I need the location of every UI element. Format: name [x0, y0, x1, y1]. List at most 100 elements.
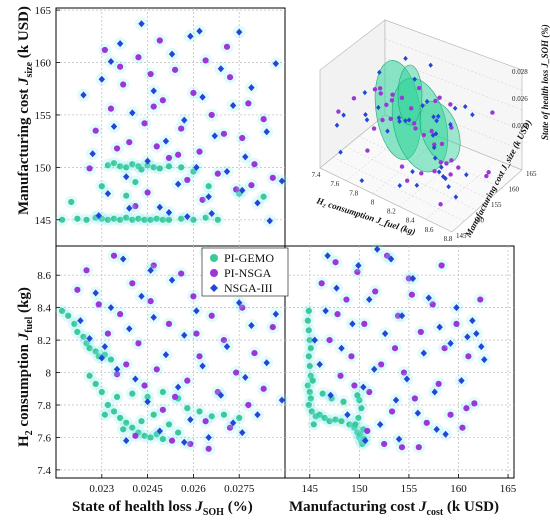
fuel_vs_soh-point-pi-nsga: [159, 406, 166, 413]
bottom-left-y-axis-label: H2 consumption Jfuel (kg): [16, 287, 35, 447]
size_vs_soh-point-pi-nsga: [153, 143, 160, 150]
size_vs_soh-ytick-label: 165: [35, 5, 52, 17]
legend: PI-GEMO PI-NSGA NSGA-III: [201, 247, 289, 297]
p3d-point-pi-nsga: [444, 161, 449, 166]
size_vs_soh-point-pi-gemo: [260, 193, 267, 200]
p3d-x-tick-label: 7.6: [330, 180, 339, 188]
fuel_vs_soh-point-pi-nsga: [110, 252, 118, 259]
fuel_vs_cost-point-pi-gemo: [355, 414, 362, 422]
size_vs_soh-point-pi-nsga: [202, 57, 209, 64]
fuel_vs_cost-point-pi-nsga: [372, 288, 379, 295]
size_vs_soh-point-nsga-iii: [239, 186, 246, 194]
fuel_vs_soh-ytick-label: 7.6: [37, 432, 51, 444]
fuel_vs_soh-point-nsga-iii: [254, 411, 261, 419]
fuel_vs_cost-point-pi-nsga: [366, 388, 373, 396]
p3d-point-pi-nsga: [378, 91, 383, 96]
fuel_vs_cost-point-pi-nsga: [415, 444, 422, 451]
size_vs_soh-point-pi-gemo: [110, 215, 118, 222]
size_vs_soh-point-pi-gemo: [110, 160, 118, 167]
size_vs_soh-point-nsga-iii: [236, 28, 243, 36]
fuel_vs_cost-xtick-label: 150: [351, 483, 368, 495]
fuel_vs_soh-ytick-label: 8.2: [37, 335, 51, 347]
fuel_vs_cost-point-pi-nsga: [411, 395, 418, 402]
fuel_vs_cost-point-pi-gemo: [304, 317, 311, 324]
fuel_vs_cost-point-nsga-iii: [371, 365, 378, 373]
fuel_vs_soh-point-pi-nsga: [168, 437, 176, 444]
fuel_vs_cost-xtick-label: 165: [500, 483, 517, 495]
size_vs_soh-point-nsga-iii: [144, 157, 151, 165]
size_vs_soh-point-pi-gemo: [165, 216, 173, 223]
p3d-point-nsga-iii: [420, 102, 425, 109]
fuel_vs_cost-point-pi-nsga: [334, 311, 341, 318]
size_vs_soh-point-pi-gemo: [147, 216, 154, 223]
size_vs_soh-point-nsga-iii: [199, 93, 206, 101]
panel-top-left-frame: [55, 7, 286, 247]
p3d-y-tick-label: 150: [474, 217, 485, 225]
size_vs_soh-point-nsga-iii: [165, 208, 173, 216]
fuel_vs_cost-point-nsga-iii: [355, 261, 362, 269]
size_vs_soh-point-pi-nsga: [248, 182, 255, 189]
size_vs_soh-point-pi-gemo: [129, 216, 136, 223]
p3d-point-nsga-iii: [385, 128, 390, 134]
p3d-point-nsga-iii: [397, 118, 402, 125]
fuel_vs_cost-xtick-label: 160: [450, 483, 467, 495]
fuel_vs_cost-point-nsga-iii: [349, 320, 356, 328]
size_vs_soh-point-pi-gemo: [104, 216, 112, 223]
p3d-point-pi-nsga: [421, 132, 427, 138]
fuel_vs_soh-xtick-label: 0.026: [181, 483, 206, 495]
fuel_vs_soh-point-nsga-iii: [239, 429, 246, 437]
fuel_vs_soh-point-nsga-iii: [272, 310, 280, 318]
size_vs_soh-ytick-label: 155: [35, 110, 52, 122]
fuel_vs_soh-point-nsga-iii: [242, 373, 249, 381]
fuel_vs_soh-point-pi-gemo: [138, 418, 145, 425]
fuel_vs_soh-point-nsga-iii: [107, 304, 115, 312]
fuel_vs_soh-point-nsga-iii: [77, 317, 84, 325]
fuel_vs_cost-point-pi-nsga: [408, 291, 415, 298]
p3d-y-tick-label: 165: [526, 170, 537, 178]
fuel_vs_soh-ytick-label: 8.6: [37, 270, 51, 282]
size_vs_soh-point-nsga-iii: [223, 168, 231, 176]
fuel_vs_cost-point-nsga-iii: [344, 411, 351, 419]
fuel_vs_soh-point-pi-nsga: [147, 298, 154, 305]
size_vs_soh-point-pi-gemo: [129, 161, 136, 168]
fuel_vs_soh-point-nsga-iii: [150, 313, 157, 321]
fuel_vs_soh-point-pi-gemo: [129, 424, 136, 431]
p3d-point-pi-nsga: [413, 126, 418, 131]
fuel_vs_cost-point-nsga-iii: [360, 383, 367, 391]
fuel_vs_cost-point-pi-nsga: [384, 252, 391, 259]
fuel_vs_soh-point-pi-gemo: [74, 328, 81, 336]
p3d-floor-grid: [399, 153, 465, 207]
fuel_vs_soh-point-nsga-iii: [168, 276, 176, 284]
fuel_vs_cost-xtick-label: 145: [302, 483, 319, 495]
p3d-x-tick-label: 8.4: [406, 217, 415, 225]
size_vs_soh-point-pi-nsga: [144, 189, 151, 196]
fuel_vs_soh-point-pi-gemo: [144, 393, 151, 400]
fuel_vs_cost-point-nsga-iii: [381, 330, 389, 338]
fuel_vs_soh-point-pi-gemo: [165, 421, 173, 428]
p3d-point-pi-nsga: [380, 117, 385, 123]
fuel_vs_soh-point-pi-nsga: [178, 270, 185, 277]
size_vs_soh-point-pi-gemo: [104, 162, 112, 169]
size_vs_soh-point-pi-nsga: [208, 111, 215, 119]
fuel_vs_cost-point-nsga-iii: [366, 296, 373, 304]
p3d-point-pi-nsga: [419, 171, 424, 176]
legend-label-pigemo: PI-GEMO: [224, 251, 274, 265]
fuel_vs_soh-point-pi-nsga: [251, 349, 258, 357]
p3d-point-nsga-iii: [448, 121, 453, 128]
fuel_vs_soh-ytick-label: 7.8: [37, 400, 51, 412]
size_vs_soh-point-pi-gemo: [117, 216, 124, 223]
fuel_vs_soh-point-pi-nsga: [196, 353, 203, 360]
p3d-point-nsga-iii: [452, 105, 458, 111]
marks-layer: [55, 17, 491, 456]
fuel_vs_soh-ytick-label: 8: [46, 368, 52, 380]
size_vs_soh-point-pi-gemo: [178, 215, 185, 222]
fuel_vs_soh-point-nsga-iii: [126, 325, 133, 333]
fuel_vs_soh-point-pi-gemo: [129, 390, 136, 397]
fuel_vs_soh-point-pi-gemo: [159, 388, 166, 396]
fuel_vs_cost-point-pi-nsga: [361, 320, 368, 327]
fuel_vs_cost-point-pi-gemo: [340, 398, 347, 405]
fuel_vs_soh-point-pi-gemo: [80, 333, 87, 340]
p3d-point-pi-nsga: [432, 168, 437, 174]
fuel_vs_soh-point-pi-gemo: [175, 429, 182, 436]
fuel_vs_cost-point-pi-nsga: [364, 427, 371, 435]
